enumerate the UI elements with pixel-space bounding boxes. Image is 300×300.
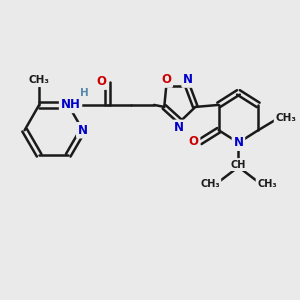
Text: O: O — [189, 135, 199, 148]
Text: N: N — [78, 124, 88, 137]
Text: CH₃: CH₃ — [275, 113, 296, 123]
Text: N: N — [233, 136, 243, 149]
Text: NH: NH — [61, 98, 80, 111]
Text: N: N — [183, 73, 193, 86]
Text: H: H — [80, 88, 88, 98]
Text: O: O — [97, 75, 107, 88]
Text: N: N — [174, 122, 184, 134]
Text: CH₃: CH₃ — [28, 76, 50, 85]
Text: CH₃: CH₃ — [257, 179, 277, 189]
Text: O: O — [161, 73, 171, 86]
Text: CH: CH — [231, 160, 246, 170]
Text: CH₃: CH₃ — [200, 179, 220, 189]
